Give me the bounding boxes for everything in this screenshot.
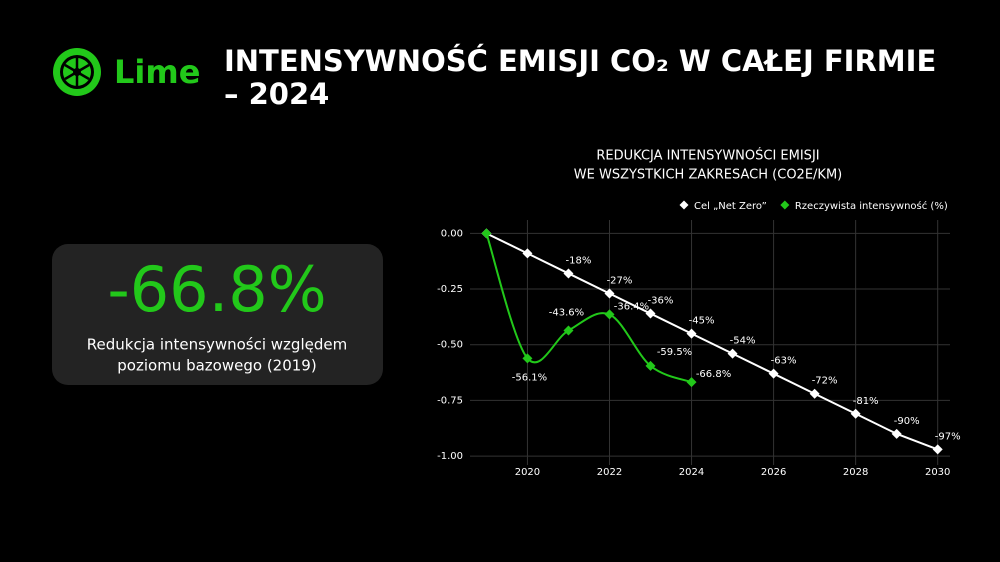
data-point bbox=[686, 377, 697, 388]
page-title: – 2024 bbox=[224, 77, 329, 111]
data-point bbox=[645, 308, 656, 319]
data-label: -66.8% bbox=[696, 369, 731, 380]
data-label: -36.4% bbox=[614, 301, 649, 312]
data-point bbox=[481, 228, 492, 239]
data-point bbox=[604, 309, 615, 320]
x-tick-label: 2022 bbox=[597, 467, 622, 478]
data-point bbox=[522, 248, 533, 259]
data-point bbox=[686, 328, 697, 339]
data-point bbox=[645, 360, 656, 371]
data-label: -81% bbox=[853, 396, 879, 407]
x-tick-label: 2024 bbox=[679, 467, 704, 478]
data-label: -45% bbox=[689, 316, 715, 327]
data-label: -90% bbox=[894, 416, 920, 427]
data-point bbox=[727, 348, 738, 359]
y-tick-label: -1.00 bbox=[437, 451, 463, 462]
data-point bbox=[932, 444, 943, 455]
data-label: -72% bbox=[812, 376, 838, 387]
stat-caption: poziomu bazowego (2019) bbox=[117, 357, 316, 375]
stat-card bbox=[52, 244, 383, 385]
x-tick-label: 2026 bbox=[761, 467, 786, 478]
y-tick-label: 0.00 bbox=[441, 228, 463, 239]
data-label: -56.1% bbox=[512, 372, 547, 383]
x-tick-label: 2030 bbox=[925, 467, 950, 478]
chart-title: REDUKCJA INTENSYWNOŚCI EMISJI bbox=[596, 148, 819, 164]
legend-label: Rzeczywista intensywność (%) bbox=[795, 200, 948, 212]
data-point bbox=[563, 325, 574, 336]
data-point bbox=[809, 388, 820, 399]
data-point bbox=[768, 368, 779, 379]
y-tick-label: -0.75 bbox=[437, 395, 463, 406]
data-point bbox=[522, 353, 533, 364]
data-point bbox=[891, 428, 902, 439]
y-tick-label: -0.50 bbox=[437, 340, 463, 351]
data-label: -27% bbox=[607, 276, 633, 287]
data-label: -43.6% bbox=[549, 307, 584, 318]
data-point bbox=[563, 268, 574, 279]
x-tick-label: 2028 bbox=[843, 467, 868, 478]
data-point bbox=[604, 288, 615, 299]
series-line bbox=[485, 232, 939, 451]
data-label: -18% bbox=[566, 255, 592, 266]
logo-text: Lime bbox=[114, 53, 200, 91]
legend-marker bbox=[679, 200, 689, 210]
legend-label: Cel „Net Zero” bbox=[694, 201, 767, 212]
data-label: -97% bbox=[935, 431, 961, 442]
legend-marker bbox=[780, 200, 790, 210]
data-label: -36% bbox=[648, 296, 674, 307]
data-point bbox=[850, 408, 861, 419]
y-tick-label: -0.25 bbox=[437, 284, 463, 295]
logo-icon bbox=[53, 48, 101, 96]
stat-caption: Redukcja intensywności względem bbox=[87, 336, 347, 354]
data-label: -63% bbox=[771, 356, 797, 367]
data-label: -54% bbox=[730, 336, 756, 347]
stat-value: -66.8% bbox=[107, 253, 326, 326]
x-tick-label: 2020 bbox=[515, 467, 540, 478]
data-label: -59.5% bbox=[657, 347, 692, 358]
page-title: INTENSYWNOŚĆ EMISJI CO₂ W CAŁEJ FIRMIE bbox=[224, 44, 936, 78]
chart-title: WE WSZYSTKICH ZAKRESACH (CO2E/KM) bbox=[574, 168, 842, 183]
